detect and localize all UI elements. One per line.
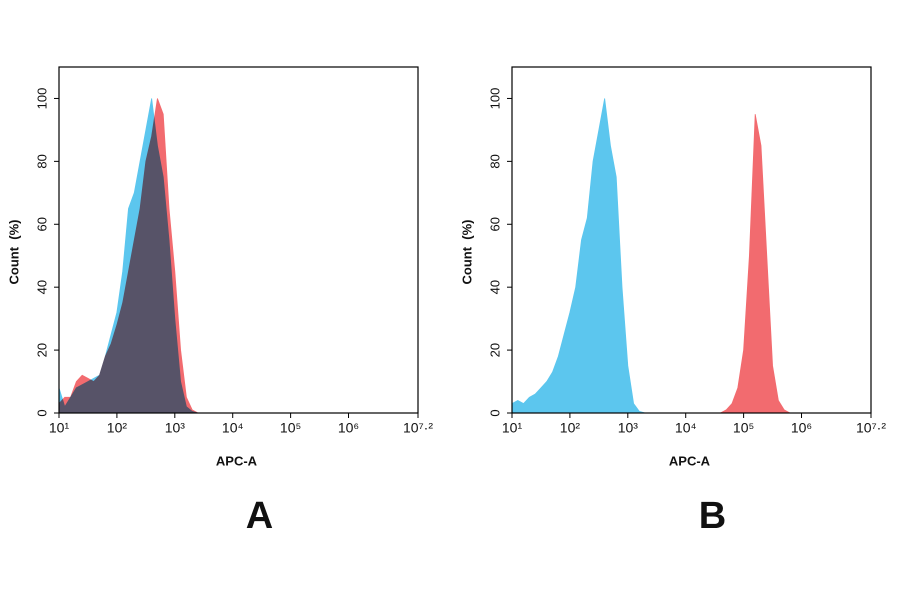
- histogram-area: [58, 98, 199, 414]
- x-tick-label: 10⁵: [733, 420, 754, 436]
- x-tick-label: 10¹: [49, 420, 70, 436]
- x-tick-label: 10⁷·²: [403, 420, 433, 436]
- y-tick-label: 60: [34, 217, 49, 231]
- panel-label: B: [699, 495, 726, 537]
- y-tick-label: 80: [487, 154, 502, 168]
- x-tick-label: 10⁶: [338, 420, 359, 436]
- chart-panel: 0 20 40 60 80 100 10¹ 10² 10³ 10⁴ 10⁵ 10⁶ 10⁷·² APC-A…: [6, 66, 433, 537]
- x-tick-label: 10⁴: [675, 420, 697, 436]
- y-tick-label: 100: [34, 88, 49, 110]
- x-tick-label: 10²: [107, 420, 128, 436]
- x-tick-label: 10¹: [502, 420, 523, 436]
- plot-frame: [58, 66, 419, 414]
- y-tick-label: 40: [34, 280, 49, 294]
- x-tick-label: 10³: [618, 420, 639, 436]
- x-axis-title: APC-A: [669, 453, 711, 468]
- x-tick-label: 10⁷·²: [856, 420, 886, 436]
- y-tick-label: 20: [34, 343, 49, 357]
- y-axis-title: Count (%): [6, 220, 21, 285]
- y-tick-label: 60: [487, 217, 502, 231]
- y-tick-label: 80: [34, 154, 49, 168]
- x-axis-title: APC-A: [216, 453, 258, 468]
- x-tick-label: 10⁴: [222, 420, 244, 436]
- y-axis-title: Count (%): [459, 220, 474, 285]
- y-tick-label: 100: [487, 88, 502, 110]
- y-tick-label: 0: [34, 409, 49, 416]
- y-tick-label: 40: [487, 280, 502, 294]
- x-tick-label: 10⁶: [791, 420, 812, 436]
- x-tick-label: 10²: [560, 420, 581, 436]
- chart-panel: 0 20 40 60 80 100 10¹ 10² 10³ 10⁴ 10⁵ 10⁶ 10⁷·² APC-A…: [459, 66, 886, 537]
- x-tick-label: 10³: [165, 420, 186, 436]
- y-tick-label: 20: [487, 343, 502, 357]
- x-tick-label: 10⁵: [280, 420, 301, 436]
- y-tick-label: 0: [487, 409, 502, 416]
- panel-label: A: [246, 495, 273, 537]
- plot-frame: [511, 66, 872, 414]
